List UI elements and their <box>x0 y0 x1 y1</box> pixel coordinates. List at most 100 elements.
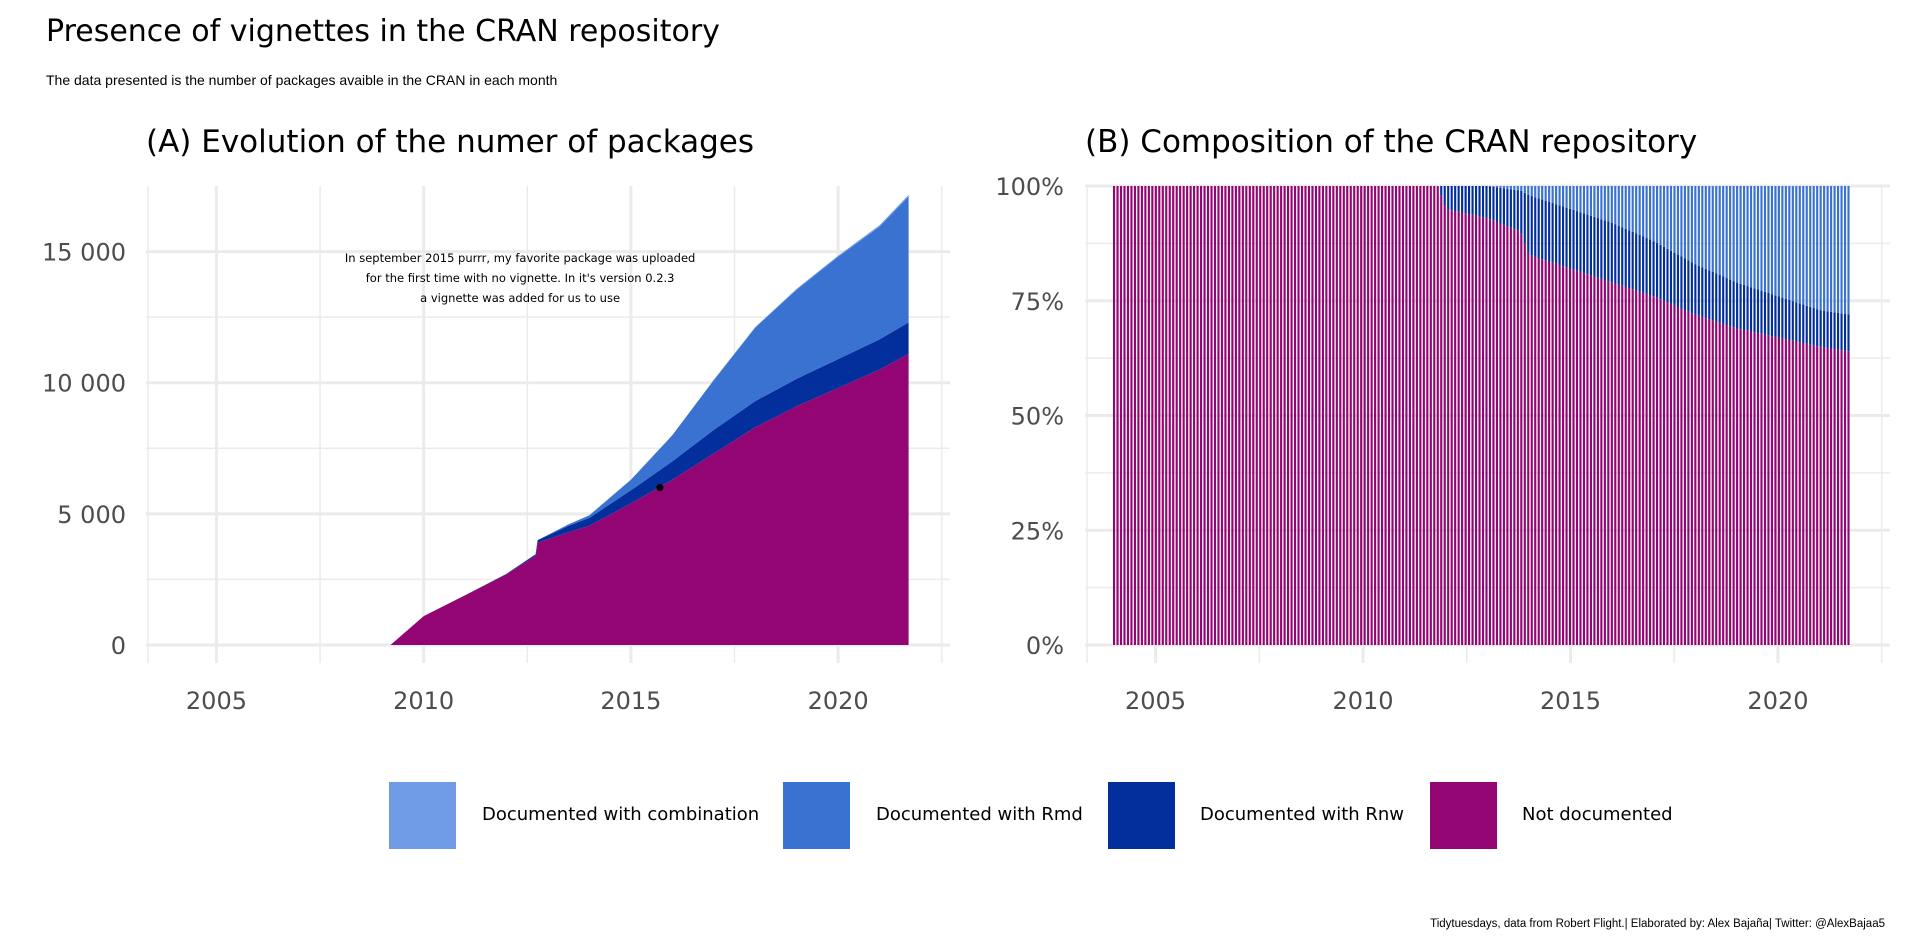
bar-not-documented <box>1133 186 1137 645</box>
bar-rnw <box>1662 246 1666 301</box>
bar-rnw <box>1607 221 1610 282</box>
bar-rnw <box>1499 187 1502 224</box>
bar-rmd <box>1520 186 1523 191</box>
bar-rmd <box>1652 186 1655 242</box>
annotation-line: for the first time with no vignette. In … <box>366 271 675 285</box>
legend-key-rnw <box>1108 782 1175 849</box>
bar-rmd <box>1836 186 1840 313</box>
bar-not-documented <box>1266 186 1269 645</box>
bar-rnw <box>1649 239 1652 296</box>
bar-rmd <box>1763 186 1767 292</box>
bar-not-documented <box>1579 271 1582 645</box>
bar-not-documented <box>1631 289 1634 645</box>
bar-not-documented <box>1387 186 1391 645</box>
bar-not-documented <box>1464 213 1467 646</box>
bar-not-documented <box>1175 186 1178 645</box>
bar-rnw <box>1440 186 1443 196</box>
panel-b-title: (B) Composition of the CRAN repository <box>1085 124 1698 160</box>
bar-rmd <box>1729 186 1732 280</box>
bar-rmd <box>1739 186 1742 284</box>
bar-not-documented <box>1412 186 1415 645</box>
bar-not-documented <box>1172 186 1175 645</box>
bar-not-documented <box>1575 270 1579 645</box>
bar-not-documented <box>1346 186 1349 645</box>
x-tick-label: 2015 <box>600 687 661 715</box>
bar-not-documented <box>1293 186 1297 645</box>
bar-rmd <box>1704 186 1707 269</box>
bar-rnw <box>1461 186 1464 213</box>
bar-not-documented <box>1555 263 1558 645</box>
bar-not-documented <box>1506 226 1509 645</box>
bar-not-documented <box>1537 258 1540 645</box>
bar-not-documented <box>1621 285 1624 645</box>
x-tick-label: 2010 <box>1332 687 1393 715</box>
bar-not-documented <box>1756 333 1760 645</box>
bar-not-documented <box>1624 286 1627 645</box>
bar-rnw <box>1520 190 1523 234</box>
bar-not-documented <box>1269 186 1272 645</box>
bar-rmd <box>1628 186 1631 231</box>
bar-not-documented <box>1562 266 1565 645</box>
bar-not-documented <box>1147 186 1150 645</box>
bar-rmd <box>1530 186 1533 197</box>
x-tick-label: 2020 <box>1747 687 1808 715</box>
bar-rmd <box>1555 186 1558 205</box>
bar-rmd <box>1690 186 1693 263</box>
bar-rnw <box>1443 186 1446 206</box>
bar-not-documented <box>1805 343 1808 645</box>
bar-not-documented <box>1307 186 1311 645</box>
bar-rnw <box>1492 186 1495 221</box>
bar-rmd <box>1506 186 1509 189</box>
bar-rnw <box>1523 192 1526 244</box>
bar-rnw <box>1718 274 1721 323</box>
bar-not-documented <box>1241 186 1244 645</box>
bar-not-documented <box>1596 277 1599 645</box>
bar-rnw <box>1635 233 1638 291</box>
bar-not-documented <box>1311 186 1314 645</box>
bar-rnw <box>1548 201 1551 262</box>
bar-not-documented <box>1572 269 1575 645</box>
bar-not-documented <box>1335 186 1338 645</box>
bar-rnw <box>1614 224 1617 284</box>
bar-rnw <box>1812 308 1815 346</box>
bar-not-documented <box>1234 186 1237 645</box>
bar-rmd <box>1749 186 1753 288</box>
bar-not-documented <box>1130 186 1133 645</box>
bar-not-documented <box>1732 327 1735 645</box>
bar-not-documented <box>1119 186 1123 645</box>
bar-rmd <box>1830 186 1833 312</box>
bar-not-documented <box>1196 186 1199 645</box>
y-tick-label: 0% <box>1026 632 1064 660</box>
bar-not-documented <box>1227 186 1230 645</box>
bar-rnw <box>1715 273 1718 322</box>
bar-not-documented <box>1123 186 1126 645</box>
bar-rnw <box>1823 310 1826 348</box>
bar-not-documented <box>1666 302 1669 645</box>
bar-not-documented <box>1447 209 1450 645</box>
bar-not-documented <box>1321 186 1324 645</box>
bar-rmd <box>1777 186 1780 297</box>
bar-not-documented <box>1659 299 1662 645</box>
bar-rnw <box>1687 260 1690 312</box>
bar-not-documented <box>1454 210 1457 646</box>
bar-rmd <box>1537 186 1540 199</box>
bar-rnw <box>1749 287 1753 332</box>
bar-not-documented <box>1784 339 1787 645</box>
bar-rnw <box>1840 313 1843 351</box>
bar-not-documented <box>1461 212 1464 645</box>
y-tick-label: 15 000 <box>42 239 126 267</box>
bar-rmd <box>1495 186 1499 188</box>
bar-rnw <box>1628 230 1631 289</box>
bar-not-documented <box>1840 350 1843 645</box>
bar-not-documented <box>1273 186 1276 645</box>
bar-rmd <box>1680 186 1683 257</box>
bar-rmd <box>1631 186 1634 232</box>
bar-not-documented <box>1544 260 1547 645</box>
bar-rnw <box>1652 241 1655 297</box>
bar-not-documented <box>1760 333 1763 645</box>
bar-not-documented <box>1736 328 1739 645</box>
bar-not-documented <box>1704 318 1707 645</box>
bar-not-documented <box>1683 310 1686 645</box>
bar-rnw <box>1736 282 1739 329</box>
bar-rnw <box>1454 186 1457 211</box>
